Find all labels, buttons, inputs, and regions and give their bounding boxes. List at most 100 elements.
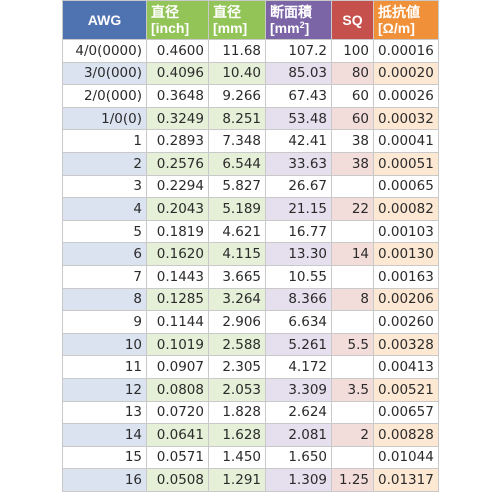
diameter-inch-cell: 0.0508: [146, 468, 209, 492]
diameter-mm-cell: 3.264: [208, 287, 266, 312]
resistance-cell: 0.00828: [373, 423, 439, 447]
resistance-cell: 0.00163: [373, 264, 439, 289]
sq-cell: 2: [331, 423, 374, 447]
sq-cell: [331, 355, 374, 379]
sq-cell: [331, 310, 374, 334]
awg-cell: 9: [62, 310, 147, 334]
diameter-inch-cell: 0.2043: [146, 197, 209, 221]
diameter-mm-cell: 5.827: [208, 174, 266, 199]
diameter-mm-cell: 1.828: [208, 400, 266, 425]
resistance-cell: 0.00328: [373, 332, 439, 357]
resistance-cell: 0.00206: [373, 287, 439, 312]
diameter-mm-cell: 11.68: [208, 39, 266, 63]
awg-wire-table: AWG 直径 [inch] 直径 [mm] 断面積 [mm2] SQ: [62, 0, 439, 492]
header-resistance-title: 抵抗値: [378, 4, 420, 20]
diameter-mm-cell: 9.266: [208, 84, 266, 108]
cross-section-cell: 85.03: [265, 61, 332, 86]
table-row: 2 0.2576 6.544 33.63 38 0.00051: [62, 151, 439, 176]
diameter-inch-cell: 0.2893: [146, 129, 209, 153]
awg-cell: 1/0(0): [62, 106, 147, 131]
cross-section-cell: 1.650: [265, 445, 332, 470]
table-row: 7 0.1443 3.665 10.55 0.00163: [62, 264, 439, 289]
cross-section-cell: 67.43: [265, 84, 332, 108]
diameter-mm-cell: 4.115: [208, 242, 266, 266]
header-diameter-inch-title: 直径: [151, 4, 179, 20]
awg-cell: 2/0(000): [62, 84, 147, 108]
awg-cell: 15: [62, 445, 147, 470]
cross-section-cell: 21.15: [265, 197, 332, 221]
sq-cell: 80: [331, 61, 374, 86]
unit-suffix: ]: [304, 20, 310, 36]
awg-cell: 6: [62, 242, 147, 266]
awg-cell: 14: [62, 423, 147, 447]
sq-cell: 38: [331, 151, 374, 176]
awg-cell: 12: [62, 377, 147, 402]
awg-cell: 13: [62, 400, 147, 425]
resistance-cell: 0.00657: [373, 400, 439, 425]
unit-prefix: [mm: [270, 20, 300, 36]
sq-cell: 60: [331, 106, 374, 131]
table-row: 16 0.0508 1.291 1.309 1.25 0.01317: [62, 468, 439, 492]
header-sq: SQ: [331, 0, 374, 40]
diameter-inch-cell: 0.2294: [146, 174, 209, 199]
sq-cell: [331, 400, 374, 425]
cross-section-cell: 8.366: [265, 287, 332, 312]
header-diameter-mm-title: 直径: [213, 4, 241, 20]
diameter-mm-cell: 1.291: [208, 468, 266, 492]
diameter-inch-cell: 0.1819: [146, 219, 209, 244]
table-row: 3/0(000) 0.4096 10.40 85.03 80 0.00020: [62, 61, 439, 86]
table-row: 15 0.0571 1.450 1.650 0.01044: [62, 445, 439, 470]
diameter-mm-cell: 2.588: [208, 332, 266, 357]
diameter-mm-cell: 1.450: [208, 445, 266, 470]
table-row: 13 0.0720 1.828 2.624 0.00657: [62, 400, 439, 425]
diameter-inch-cell: 0.1144: [146, 310, 209, 334]
cross-section-cell: 10.55: [265, 264, 332, 289]
diameter-inch-cell: 0.0907: [146, 355, 209, 379]
diameter-inch-cell: 0.1443: [146, 264, 209, 289]
cross-section-cell: 107.2: [265, 39, 332, 63]
resistance-cell: 0.00130: [373, 242, 439, 266]
resistance-cell: 0.00413: [373, 355, 439, 379]
resistance-cell: 0.00041: [373, 129, 439, 153]
table-row: 9 0.1144 2.906 6.634 0.00260: [62, 310, 439, 334]
resistance-cell: 0.00521: [373, 377, 439, 402]
header-resistance-unit: [Ω/m]: [378, 20, 415, 36]
diameter-mm-cell: 10.40: [208, 61, 266, 86]
resistance-cell: 0.00260: [373, 310, 439, 334]
table-row: 14 0.0641 1.628 2.081 2 0.00828: [62, 423, 439, 447]
cross-section-cell: 13.30: [265, 242, 332, 266]
cross-section-cell: 1.309: [265, 468, 332, 492]
diameter-inch-cell: 0.4096: [146, 61, 209, 86]
awg-cell: 3/0(000): [62, 61, 147, 86]
diameter-inch-cell: 0.0641: [146, 423, 209, 447]
table-row: 4/0(0000) 0.4600 11.68 107.2 100 0.00016: [62, 39, 439, 63]
cross-section-cell: 2.624: [265, 400, 332, 425]
diameter-mm-cell: 3.665: [208, 264, 266, 289]
sq-cell: 14: [331, 242, 374, 266]
sq-cell: 60: [331, 84, 374, 108]
diameter-inch-cell: 0.0571: [146, 445, 209, 470]
table-row: 1/0(0) 0.3249 8.251 53.48 60 0.00032: [62, 106, 439, 131]
awg-cell: 8: [62, 287, 147, 312]
table-row: 11 0.0907 2.305 4.172 0.00413: [62, 355, 439, 379]
diameter-mm-cell: 2.053: [208, 377, 266, 402]
resistance-cell: 0.00032: [373, 106, 439, 131]
awg-cell: 5: [62, 219, 147, 244]
table-row: 3 0.2294 5.827 26.67 0.00065: [62, 174, 439, 199]
diameter-inch-cell: 0.1019: [146, 332, 209, 357]
awg-cell: 4: [62, 197, 147, 221]
sq-cell: 1.25: [331, 468, 374, 492]
table-row: 4 0.2043 5.189 21.15 22 0.00082: [62, 197, 439, 221]
table-row: 8 0.1285 3.264 8.366 8 0.00206: [62, 287, 439, 312]
diameter-mm-cell: 8.251: [208, 106, 266, 131]
cross-section-cell: 16.77: [265, 219, 332, 244]
header-resistance: 抵抗値 [Ω/m]: [373, 0, 439, 40]
sq-cell: 22: [331, 197, 374, 221]
table-row: 5 0.1819 4.621 16.77 0.00103: [62, 219, 439, 244]
diameter-mm-cell: 6.544: [208, 151, 266, 176]
awg-cell: 1: [62, 129, 147, 153]
unit-superscript: 2: [299, 20, 305, 30]
table-row: 10 0.1019 2.588 5.261 5.5 0.00328: [62, 332, 439, 357]
header-diameter-mm-unit: [mm]: [213, 20, 248, 36]
header-sq-label: SQ: [342, 12, 363, 28]
